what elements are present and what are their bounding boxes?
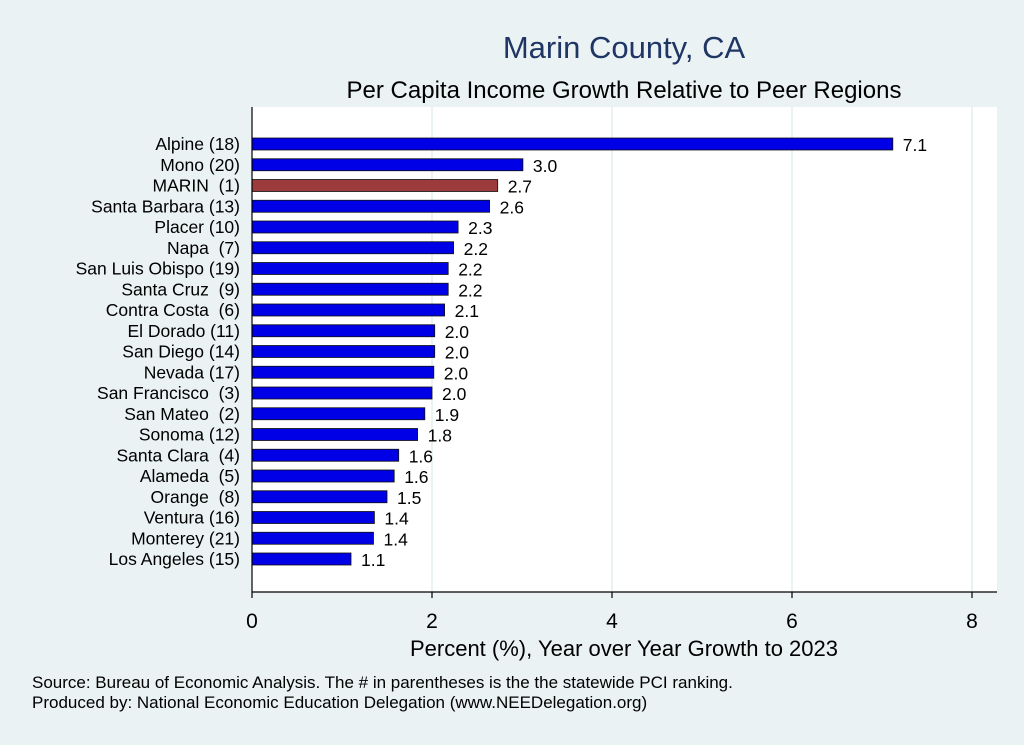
- bar: [251, 303, 446, 317]
- category-label: Nevada (17): [144, 362, 240, 382]
- category-label: El Dorado (11): [127, 321, 240, 341]
- value-label: 1.4: [384, 529, 409, 549]
- chart-title: Marin County, CA: [503, 30, 746, 65]
- bar: [251, 345, 436, 358]
- category-label: Contra Costa (6): [106, 300, 240, 320]
- value-label: 2.3: [468, 218, 492, 238]
- value-label: 1.4: [384, 509, 409, 529]
- value-label: 2.0: [445, 322, 470, 342]
- value-label: 7.1: [903, 135, 927, 155]
- bar-highlighted: [251, 179, 499, 192]
- bar: [251, 262, 449, 275]
- bar: [251, 490, 388, 504]
- x-tick-label: 0: [246, 610, 258, 633]
- bar: [251, 469, 395, 483]
- bar: [251, 220, 459, 234]
- x-tick-label: 4: [606, 610, 618, 633]
- category-label: Alpine (18): [155, 134, 240, 154]
- value-labels: 7.13.02.72.62.32.22.22.22.12.02.02.02.01…: [361, 135, 927, 570]
- x-tick-label: 8: [966, 610, 978, 633]
- bar: [251, 241, 455, 255]
- value-label: 2.2: [458, 280, 482, 300]
- bar: [251, 137, 894, 151]
- value-label: 2.0: [444, 363, 469, 383]
- value-label: 1.1: [361, 550, 385, 570]
- value-label: 1.6: [409, 446, 433, 466]
- bar: [251, 448, 400, 462]
- category-label: Santa Clara (4): [116, 445, 240, 465]
- value-label: 1.5: [397, 488, 421, 508]
- value-label: 2.0: [445, 343, 470, 363]
- category-label: Los Angeles (15): [109, 549, 240, 569]
- bar: [251, 282, 449, 296]
- x-tick-label: 6: [786, 610, 798, 633]
- value-label: 2.7: [508, 177, 532, 197]
- category-label: Santa Barbara (13): [91, 196, 240, 216]
- category-label: San Mateo (2): [124, 404, 240, 424]
- x-tick-label: 2: [426, 610, 438, 633]
- value-label: 2.2: [464, 239, 488, 259]
- value-label: 2.0: [442, 384, 467, 404]
- category-label: Monterey (21): [131, 528, 240, 548]
- chart-subtitle: Per Capita Income Growth Relative to Pee…: [347, 77, 902, 104]
- value-label: 2.2: [458, 260, 482, 280]
- bar: [251, 158, 524, 172]
- category-labels: Alpine (18)Mono (20)MARIN (1)Santa Barba…: [76, 134, 240, 569]
- bar: [251, 365, 435, 379]
- bar: [251, 386, 433, 400]
- bar: [251, 199, 491, 213]
- value-label: 2.1: [455, 301, 479, 321]
- category-label: San Diego (14): [122, 342, 240, 362]
- bar: [251, 511, 375, 524]
- category-label: Placer (10): [154, 217, 240, 237]
- value-label: 1.8: [428, 426, 452, 446]
- category-label: Santa Cruz (9): [121, 279, 240, 299]
- category-label: San Francisco (3): [97, 383, 240, 403]
- produced-by-note: Produced by: National Economic Education…: [32, 693, 647, 712]
- category-label: MARIN (1): [153, 176, 241, 196]
- bar: [251, 407, 426, 421]
- bar: [251, 552, 352, 566]
- value-label: 3.0: [533, 156, 558, 176]
- source-note: Source: Bureau of Economic Analysis. The…: [32, 673, 733, 692]
- x-ticks: 0 2 4 6 8: [246, 592, 978, 633]
- bar: [251, 324, 436, 338]
- category-label: San Luis Obispo (19): [76, 259, 240, 279]
- category-label: Alameda (5): [140, 466, 240, 486]
- value-label: 1.6: [404, 467, 428, 487]
- bars: [251, 137, 894, 566]
- bar: [251, 428, 419, 441]
- value-label: 1.9: [435, 405, 459, 425]
- category-label: Napa (7): [167, 238, 240, 258]
- category-label: Ventura (16): [144, 508, 240, 528]
- value-label: 2.6: [500, 197, 524, 217]
- x-axis-title: Percent (%), Year over Year Growth to 20…: [410, 636, 838, 661]
- category-label: Mono (20): [160, 155, 240, 175]
- bar: [251, 531, 374, 545]
- category-label: Sonoma (12): [139, 425, 240, 445]
- category-label: Orange (8): [151, 487, 240, 507]
